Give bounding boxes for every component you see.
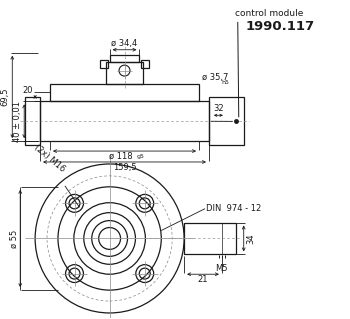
Text: h5: h5: [222, 79, 230, 85]
Bar: [141, 60, 149, 68]
Bar: [25, 97, 40, 145]
Text: control module: control module: [235, 9, 303, 18]
Text: ø 118: ø 118: [109, 152, 132, 161]
Text: 1990.117: 1990.117: [246, 20, 315, 33]
Bar: [50, 84, 199, 101]
Text: 69,5: 69,5: [1, 88, 10, 106]
Bar: [100, 60, 108, 68]
Text: 159,5: 159,5: [113, 163, 136, 172]
Text: ø 34,4: ø 34,4: [111, 39, 138, 48]
Text: M5: M5: [216, 264, 228, 273]
Text: DIN  974 - 12: DIN 974 - 12: [206, 204, 261, 213]
Bar: [184, 223, 236, 254]
Text: 32: 32: [214, 104, 224, 113]
Bar: [106, 62, 144, 84]
Text: 40 ± 0,01: 40 ± 0,01: [13, 101, 22, 142]
Text: 20: 20: [23, 86, 33, 95]
Text: (2x) M16: (2x) M16: [32, 143, 66, 174]
Text: ø 55: ø 55: [9, 229, 18, 248]
Bar: [40, 101, 209, 141]
Text: 21: 21: [198, 275, 208, 284]
Bar: [110, 55, 139, 62]
Text: g5: g5: [136, 154, 144, 159]
Bar: [209, 97, 244, 145]
Text: ø 35,7: ø 35,7: [202, 72, 229, 82]
Text: 34: 34: [246, 233, 255, 244]
